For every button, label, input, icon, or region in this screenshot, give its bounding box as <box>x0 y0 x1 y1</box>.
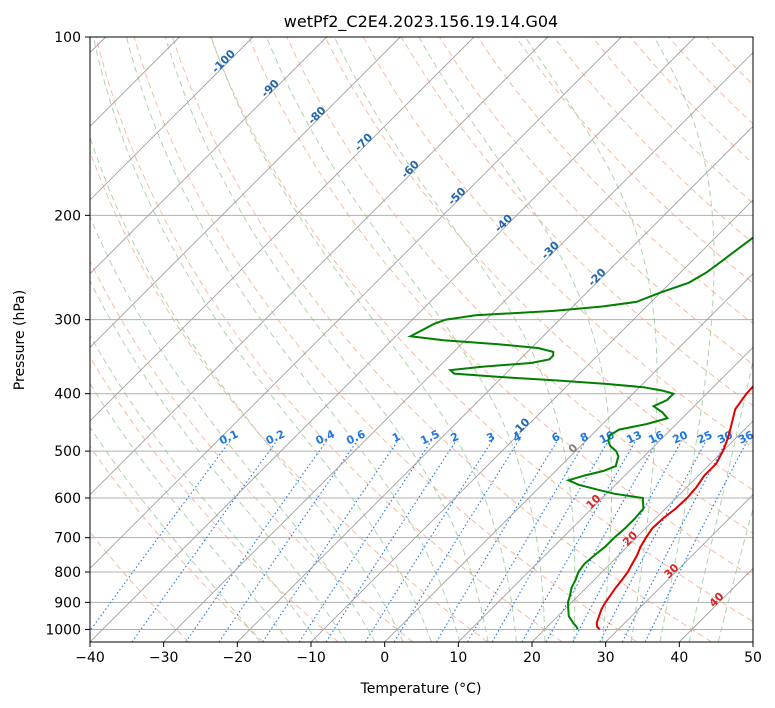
moist-adiabat <box>653 37 715 642</box>
moist-adiabat <box>126 37 461 642</box>
dry-adiabat <box>210 37 753 623</box>
mixing-ratio-line <box>185 440 328 642</box>
mixing-ratio-line <box>262 440 399 642</box>
x-tick-label: 10 <box>449 650 467 666</box>
chart-title: wetPf2_C2E4.2023.156.19.14.G04 <box>284 12 558 32</box>
dry-adiabat <box>248 37 753 578</box>
y-tick-label: 900 <box>54 595 81 611</box>
mixing-ratio-line <box>364 440 493 642</box>
dry-adiabat <box>90 445 264 642</box>
isotherm-line <box>605 494 753 642</box>
y-tick-label: 400 <box>54 387 81 403</box>
dry-adiabat <box>95 37 563 642</box>
moist-adiabat <box>210 37 517 642</box>
mixing-ratio-line <box>572 440 683 642</box>
moist-adiabat <box>717 506 753 642</box>
isotherm-line <box>163 52 753 642</box>
y-tick-label: 600 <box>54 491 81 507</box>
isotherm-line <box>90 37 401 348</box>
x-tick-label: 20 <box>523 650 541 666</box>
dry-adiabats <box>90 37 753 642</box>
y-axis-label: Pressure (hPa) <box>12 290 28 390</box>
mixing-ratio-line <box>545 440 659 642</box>
dry-adiabat <box>90 356 339 642</box>
x-axis-ticks: −40 −30 −20 −10 0 10 20 30 40 50 <box>75 642 762 666</box>
mixing-ratio-label: 25 <box>695 428 714 446</box>
isotherm-line <box>310 199 753 642</box>
x-tick-label: 40 <box>670 650 688 666</box>
moist-adiabat <box>333 37 576 642</box>
isotherm-line <box>237 125 753 642</box>
y-tick-label: 500 <box>54 444 81 460</box>
moist-adiabat <box>688 358 753 642</box>
dry-adiabat <box>324 37 753 491</box>
dry-adiabat <box>171 37 712 642</box>
pressure-gridlines <box>90 37 753 630</box>
x-tick-label: −30 <box>149 650 179 666</box>
plot-frame <box>89 36 754 643</box>
mixing-ratio-line <box>435 440 558 642</box>
y-tick-label: 300 <box>54 313 81 329</box>
isotherm-line <box>90 37 548 496</box>
isotherm-line <box>90 37 254 201</box>
dewpoint-line <box>407 236 753 630</box>
plot-area: -100-90-80-70-60-50-40-30-20-10010203040… <box>90 37 756 642</box>
y-tick-label: 700 <box>54 531 81 547</box>
isotherm-line <box>90 37 622 569</box>
mixing-ratio-line <box>644 440 748 642</box>
mixing-ratio-label: 13 <box>624 428 643 446</box>
mixing-ratio-label: 20 <box>671 428 691 446</box>
sounding-series <box>407 236 753 631</box>
x-tick-label: 30 <box>597 650 615 666</box>
mixing-ratio-label: 16 <box>646 428 666 446</box>
x-tick-label: 0 <box>380 650 389 666</box>
moist-adiabat <box>266 37 546 642</box>
temperature-line <box>595 385 753 631</box>
moist-adiabat <box>164 37 489 642</box>
moist-adiabat <box>92 37 432 642</box>
mixing-ratio-label: 36 <box>736 428 756 446</box>
x-tick-label: −40 <box>75 650 105 666</box>
isotherm-line <box>458 346 753 642</box>
x-tick-label: 50 <box>744 650 762 666</box>
isotherm-line <box>531 420 753 642</box>
moist-adiabat <box>90 135 404 642</box>
mixing-ratio-line <box>90 440 231 632</box>
moist-adiabat <box>90 382 290 642</box>
mixing-ratio-line <box>467 440 587 642</box>
y-tick-label: 100 <box>54 30 81 46</box>
isotherm-line <box>90 37 475 422</box>
y-tick-label: 1000 <box>45 622 81 638</box>
isotherm-line <box>90 37 327 275</box>
dry-adiabat <box>515 37 753 284</box>
y-tick-label: 200 <box>54 208 81 224</box>
x-tick-label: −20 <box>223 650 253 666</box>
moist-adiabat <box>90 426 261 642</box>
mixing-ratio-line <box>521 440 637 642</box>
dry-adiabat <box>286 37 753 534</box>
isotherms <box>90 37 753 642</box>
isotherm-line <box>90 37 696 642</box>
y-axis-ticks: 100 200 300 400 500 600 700 800 900 1000 <box>45 30 90 638</box>
isotherm-line <box>384 273 753 642</box>
mixing-ratio-line <box>298 440 432 642</box>
x-axis-label: Temperature (°C) <box>360 681 482 697</box>
y-tick-label: 800 <box>54 565 81 581</box>
moist-adiabat <box>90 334 319 642</box>
dry-adiabat <box>90 259 414 642</box>
mixing-ratio-line <box>131 440 278 642</box>
moist-adiabat <box>90 215 376 642</box>
x-tick-label: −10 <box>296 650 326 666</box>
moist-adiabat <box>524 37 658 642</box>
mixing-ratio-line <box>325 440 457 642</box>
mixing-ratio-line <box>491 440 609 642</box>
